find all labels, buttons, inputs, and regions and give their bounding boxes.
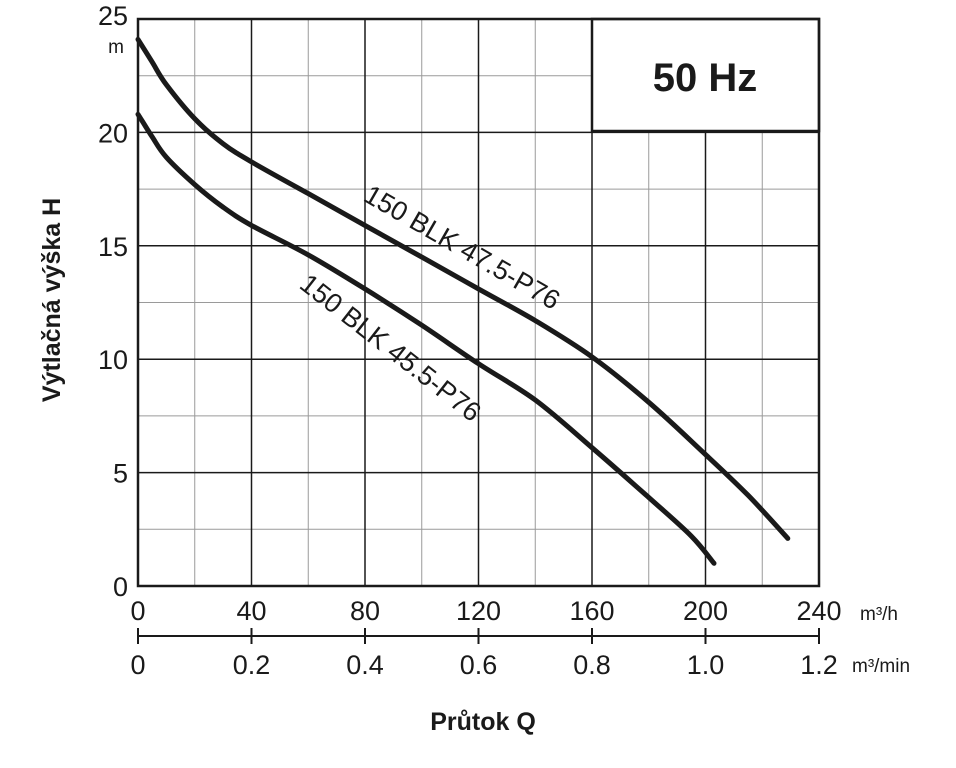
x2-tick-label: 0 (130, 650, 145, 680)
frequency-label: 50 Hz (653, 56, 758, 100)
x-tick-label: 240 (796, 596, 841, 626)
y-axis-title: Výtlačná výška H (38, 198, 66, 402)
axis-ticks: 0 40 80 120 160 200 240 0 0.2 0.4 0.6 0.8 1.0 1.2 0 5 10… (98, 1, 842, 680)
plot-border (136, 17, 821, 588)
y-unit-label: m (108, 37, 124, 58)
series-label-47-5: 150 BLK 47.5-P76 (359, 179, 565, 315)
x-axis-title: Průtok Q (430, 708, 536, 736)
x-tick-label: 40 (236, 596, 266, 626)
y-tick-label: 25 (98, 1, 128, 31)
x2-tick-label: 0.2 (233, 650, 271, 680)
y-tick-label: 0 (113, 572, 128, 602)
series-line-45-5 (135, 111, 717, 566)
x-unit-label: m³/h (860, 604, 898, 625)
x2-tick-label: 0.4 (346, 650, 384, 680)
x-tick-label: 200 (683, 596, 728, 626)
curves (135, 36, 791, 566)
frequency-box (590, 17, 821, 133)
x-tick-label: 160 (569, 596, 614, 626)
x2-tick-label: 1.2 (800, 650, 838, 680)
x-tick-label: 80 (350, 596, 380, 626)
y-tick-label: 5 (113, 459, 128, 489)
x2-unit-label: m³/min (852, 656, 910, 677)
x2-tick-label: 1.0 (687, 650, 725, 680)
y-tick-label: 15 (98, 232, 128, 262)
x-tick-label: 120 (456, 596, 501, 626)
x2-tick-label: 0.6 (460, 650, 498, 680)
y-tick-label: 20 (98, 118, 128, 148)
y-tick-label: 10 (98, 345, 128, 375)
x-tick-label: 0 (130, 596, 145, 626)
x2-tick-label: 0.8 (573, 650, 611, 680)
series-line-47-5 (135, 36, 791, 541)
